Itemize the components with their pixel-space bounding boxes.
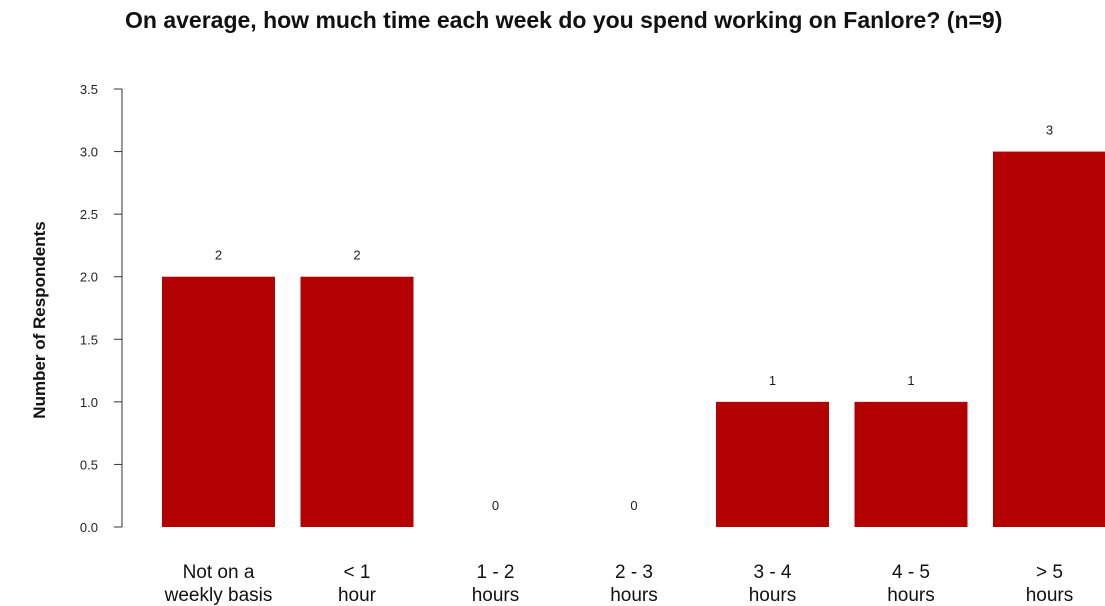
bars xyxy=(162,152,1105,527)
y-tick-label: 3.0 xyxy=(80,145,98,160)
category-label: 3 - 4 hours xyxy=(749,562,797,606)
y-tick-label: 0.5 xyxy=(80,457,98,472)
category-label: 4 - 5 hours xyxy=(887,562,935,606)
bar xyxy=(993,152,1105,527)
category-label: < 1 hour xyxy=(338,562,377,606)
category-label: 1 - 2 hours xyxy=(472,562,520,606)
y-tick-label: 1.0 xyxy=(80,395,98,410)
bar xyxy=(162,277,275,527)
category-label-line: hours xyxy=(749,585,797,606)
y-tick-label: 0.0 xyxy=(80,520,98,535)
bar xyxy=(301,277,414,527)
bar-value-label: 2 xyxy=(353,248,360,263)
category-label: > 5 hours xyxy=(1026,562,1074,606)
y-tick-label: 3.5 xyxy=(80,82,98,97)
category-label: 2 - 3 hours xyxy=(610,562,658,606)
category-label-line: weekly basis xyxy=(164,585,273,606)
category-label: Not on a weekly basis xyxy=(164,562,273,606)
category-label-line: hours xyxy=(887,585,935,606)
category-label-line: < 1 xyxy=(344,562,371,583)
category-label-line: Not on a xyxy=(183,562,255,583)
category-label-line: 4 - 5 xyxy=(892,562,930,583)
bar-value-label: 0 xyxy=(630,498,637,513)
category-label-line: 1 - 2 xyxy=(476,562,514,583)
category-label-line: hours xyxy=(610,585,658,606)
bar-value-label: 0 xyxy=(492,498,499,513)
category-label-line: 3 - 4 xyxy=(753,562,791,583)
bar-value-label: 1 xyxy=(907,373,914,388)
y-tick-label: 2.5 xyxy=(80,207,98,222)
bar-value-label: 2 xyxy=(215,248,222,263)
y-tick-label: 1.5 xyxy=(80,332,98,347)
category-label-line: 2 - 3 xyxy=(615,562,653,583)
y-tick-label: 2.0 xyxy=(80,270,98,285)
bar xyxy=(855,402,968,527)
category-label-line: hour xyxy=(338,585,377,606)
bar xyxy=(716,402,829,527)
category-label-line: > 5 xyxy=(1036,562,1063,583)
bar-value-label: 3 xyxy=(1046,123,1053,138)
y-axis: 0.0 0.5 1.0 1.5 2.0 2.5 3.0 3.5 xyxy=(80,82,122,535)
category-label-line: hours xyxy=(1026,585,1074,606)
category-label-line: hours xyxy=(472,585,520,606)
bar-value-label: 1 xyxy=(769,373,776,388)
